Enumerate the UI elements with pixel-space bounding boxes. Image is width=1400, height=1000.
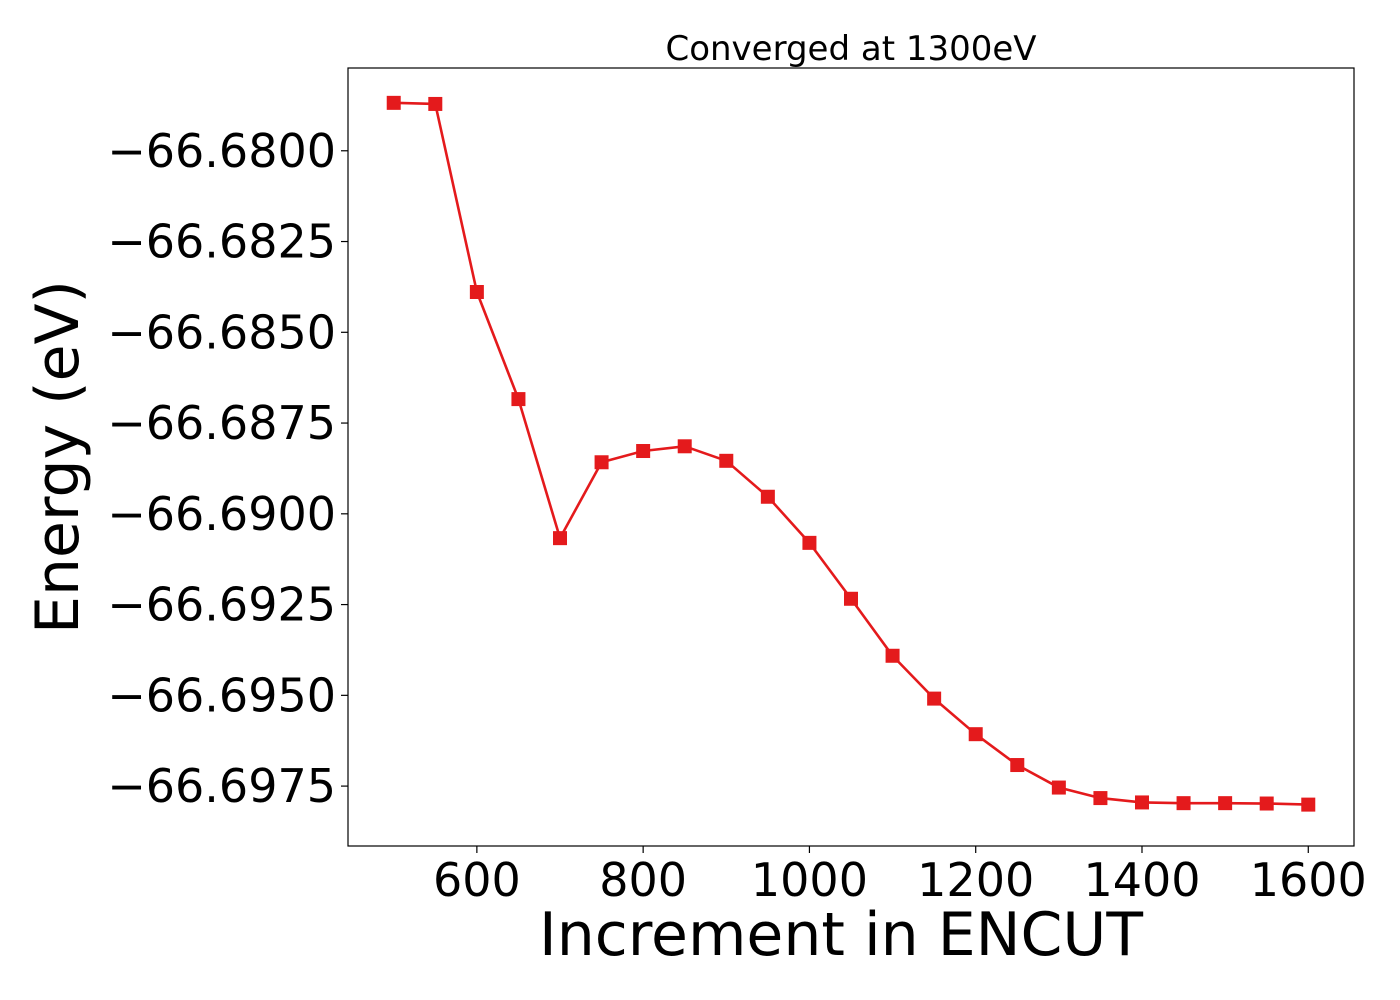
x-tick-label: 800 [599, 853, 687, 907]
x-tick-label: 1000 [751, 853, 868, 907]
data-point-marker [760, 489, 775, 504]
x-tick-label: 1600 [1250, 853, 1367, 907]
y-tick-label: −66.6925 [107, 578, 336, 632]
data-point-marker [1259, 796, 1274, 811]
x-tick-label: 1400 [1083, 853, 1200, 907]
data-point-marker [1093, 791, 1108, 806]
x-axis-label: Increment in ENCUT [539, 900, 1143, 970]
data-point-marker [1218, 796, 1233, 811]
data-point-marker [1051, 780, 1066, 795]
y-tick-label: −66.6900 [107, 487, 336, 541]
y-axis: −66.6800 −66.6825 −66.6850 −66.6875 −66.6900… [107, 124, 348, 813]
data-point-marker [553, 531, 568, 546]
y-tick-label: −66.6800 [107, 124, 336, 178]
data-point-marker [469, 284, 484, 299]
data-point-marker [1134, 795, 1149, 810]
x-tick-label: 1200 [917, 853, 1034, 907]
plot-area-frame [347, 67, 1355, 847]
data-point-marker [968, 727, 983, 742]
data-point-marker [428, 96, 443, 111]
data-point-marker [386, 95, 401, 110]
chart-title: Converged at 1300eV [665, 29, 1036, 69]
y-axis-label: Energy (eV) [23, 280, 93, 634]
data-point-marker [1301, 797, 1316, 812]
data-point-marker [677, 439, 692, 454]
y-tick-label: −66.6950 [107, 668, 336, 722]
data-point-marker [927, 691, 942, 706]
x-tick-label: 600 [433, 853, 521, 907]
x-axis: 600 800 1000 1200 1400 1600 [433, 846, 1367, 907]
series-layer [386, 95, 1316, 812]
data-point-marker [636, 444, 651, 459]
y-tick-label: −66.6875 [107, 396, 336, 450]
y-tick-label: −66.6850 [107, 305, 336, 359]
data-point-marker [1176, 796, 1191, 811]
data-point-marker [594, 455, 609, 470]
y-tick-label: −66.6825 [107, 215, 336, 269]
data-point-marker [1010, 758, 1025, 773]
data-point-marker [719, 453, 734, 468]
data-point-marker [511, 392, 526, 407]
data-point-marker [802, 535, 817, 550]
series-line [393, 101, 1309, 806]
data-point-marker [885, 648, 900, 663]
data-point-marker [844, 591, 858, 606]
y-tick-label: −66.6975 [107, 759, 336, 813]
